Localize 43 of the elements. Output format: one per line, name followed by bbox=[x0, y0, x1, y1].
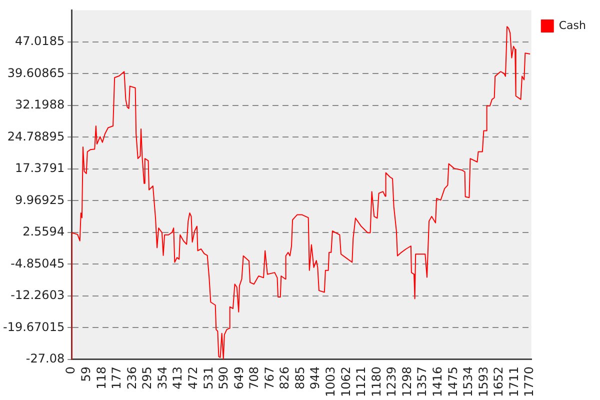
x-tick-label: 59 bbox=[78, 366, 93, 382]
y-tick-label: -19.67015 bbox=[2, 320, 65, 334]
x-tick-label: 944 bbox=[308, 366, 322, 390]
y-tick-label: 17.3791 bbox=[14, 161, 65, 176]
x-tick-label: 767 bbox=[262, 366, 276, 390]
x-tick-label: 531 bbox=[201, 366, 216, 390]
x-tick-label: 649 bbox=[232, 366, 246, 390]
x-tick-label: 472 bbox=[186, 366, 200, 390]
x-tick-label: 1180 bbox=[369, 366, 384, 398]
x-tick-label: 354 bbox=[155, 366, 170, 390]
x-tick-label: 236 bbox=[124, 366, 139, 390]
x-tick-label: 177 bbox=[110, 366, 124, 390]
y-tick-label: 47.0185 bbox=[14, 34, 65, 48]
x-tick-label: 1652 bbox=[492, 366, 506, 398]
x-tick-label: 295 bbox=[140, 366, 154, 390]
x-tick-label: 1357 bbox=[415, 366, 430, 398]
y-tick-label: 9.96925 bbox=[14, 192, 65, 207]
x-tick-label: 1121 bbox=[354, 366, 368, 398]
y-tick-label: 39.60865 bbox=[7, 66, 65, 80]
x-tick-label: 885 bbox=[292, 366, 307, 390]
y-tick-label: -12.2603 bbox=[10, 288, 65, 302]
x-tick-label: 0 bbox=[64, 366, 78, 374]
x-tick-label: 1711 bbox=[506, 366, 521, 398]
legend-label: Cash bbox=[558, 18, 586, 32]
x-tick-label: 1593 bbox=[476, 366, 490, 398]
x-tick-label: 1298 bbox=[400, 366, 414, 398]
x-tick-label: 1475 bbox=[446, 366, 460, 398]
x-tick-label: 413 bbox=[170, 366, 185, 390]
y-tick-label: -4.85045 bbox=[10, 256, 65, 270]
x-tick-label: 1770 bbox=[522, 366, 536, 398]
x-tick-label: 1239 bbox=[384, 366, 399, 398]
x-tick-label: 1416 bbox=[430, 366, 445, 398]
y-tick-label: 24.78895 bbox=[7, 129, 65, 144]
x-tick-label: 1534 bbox=[461, 366, 476, 398]
x-tick-label: 708 bbox=[247, 366, 262, 390]
x-tick-label: 1062 bbox=[338, 366, 353, 398]
x-tick-label: 1003 bbox=[324, 366, 338, 398]
y-tick-label: 32.1988 bbox=[14, 98, 65, 112]
x-tick-label: 826 bbox=[278, 366, 292, 390]
y-tick-label: 2.5594 bbox=[22, 224, 65, 239]
x-tick-label: 118 bbox=[94, 366, 108, 390]
y-tick-label: -27.08 bbox=[26, 352, 65, 366]
x-tick-label: 590 bbox=[216, 366, 231, 390]
